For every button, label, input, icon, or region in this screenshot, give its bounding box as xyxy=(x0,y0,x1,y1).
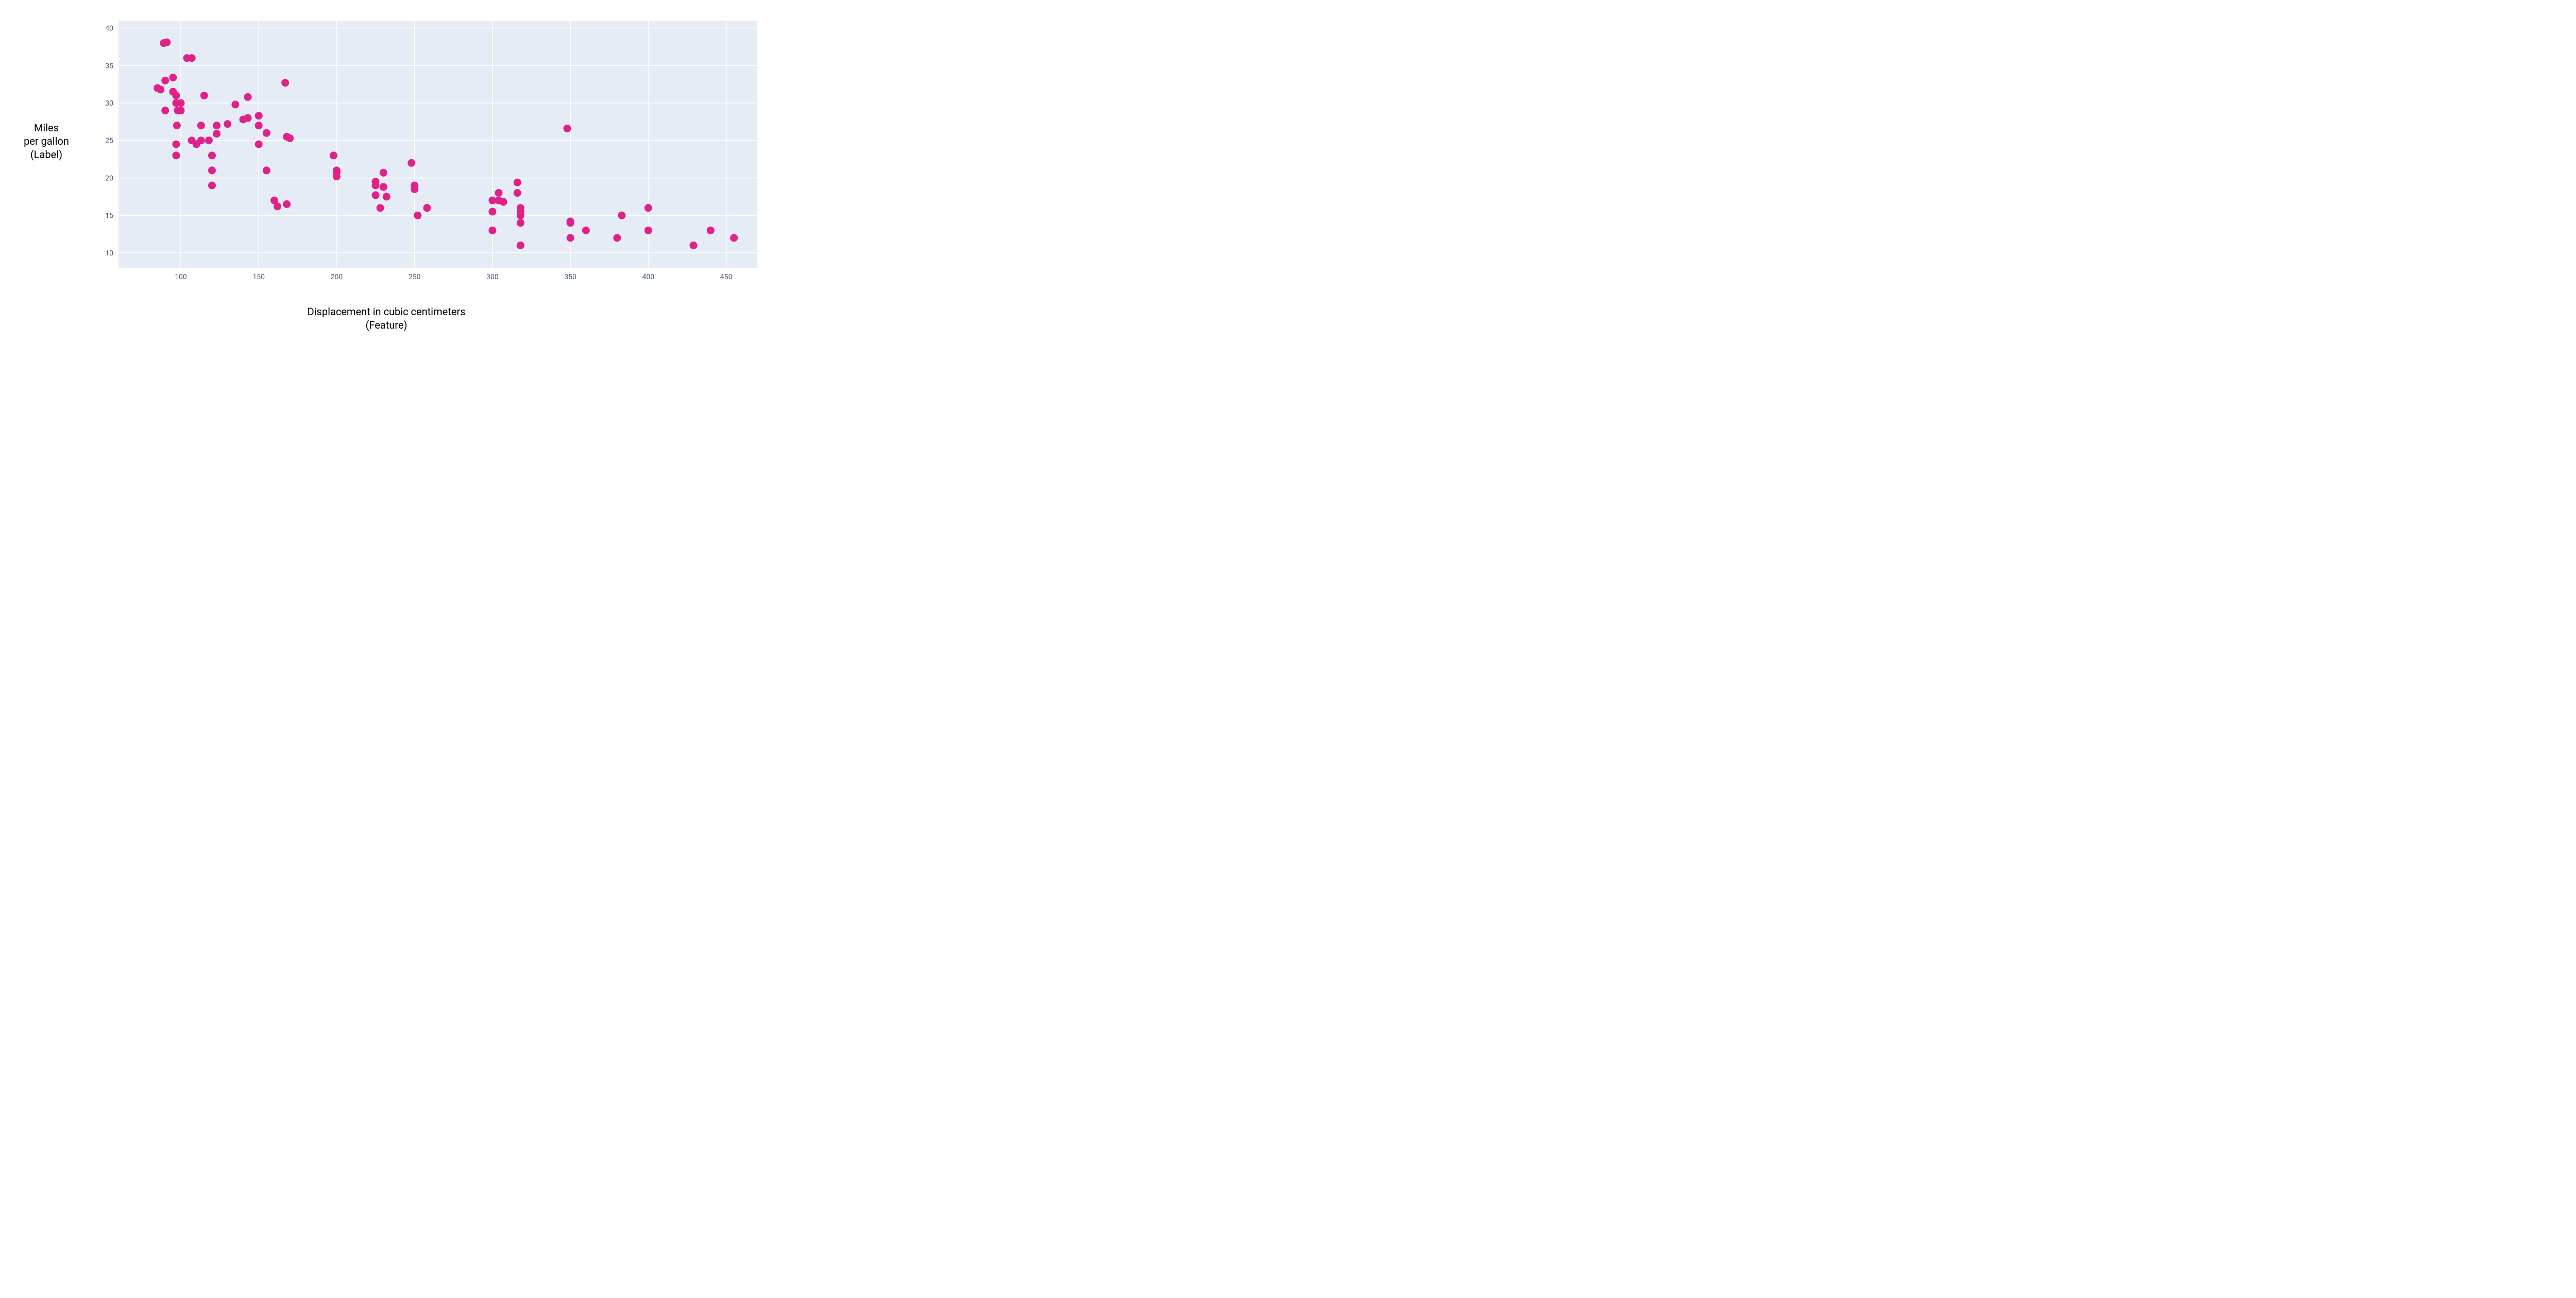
data-point xyxy=(172,141,180,148)
x-tick-label: 350 xyxy=(564,273,577,281)
x-tick-label: 400 xyxy=(642,273,654,281)
x-axis-label-line2: (Feature) xyxy=(0,318,773,332)
data-point xyxy=(255,122,263,129)
data-point xyxy=(495,189,502,197)
data-point xyxy=(208,166,216,174)
data-point xyxy=(213,122,221,129)
data-point xyxy=(208,182,216,190)
data-point xyxy=(488,208,496,215)
data-point xyxy=(582,227,590,234)
data-point xyxy=(645,204,652,212)
data-point xyxy=(517,212,524,219)
scatter-plot: 100 150 200 250 300 350 400 450 10 15 20 25 30 35 40 xyxy=(88,10,768,299)
data-point xyxy=(224,120,231,128)
data-point xyxy=(423,204,431,212)
x-tick-label: 250 xyxy=(409,273,421,281)
data-point xyxy=(618,212,625,219)
data-point xyxy=(567,217,574,225)
data-point xyxy=(197,136,205,144)
data-point xyxy=(383,193,391,200)
data-point xyxy=(286,134,294,142)
data-point xyxy=(414,212,421,219)
y-tick-label: 25 xyxy=(105,137,113,145)
data-point xyxy=(564,125,571,132)
data-point xyxy=(163,39,171,46)
data-point xyxy=(177,99,184,107)
x-tick-label: 450 xyxy=(720,273,733,281)
data-point xyxy=(517,204,524,212)
x-tick-label: 100 xyxy=(175,273,187,281)
x-tick-label: 300 xyxy=(486,273,499,281)
y-tick-label: 10 xyxy=(105,249,113,258)
data-point xyxy=(411,185,418,193)
data-point xyxy=(380,169,387,177)
chart-container: Miles per gallon (Label) 100 150 200 250 300… xyxy=(0,0,773,371)
x-tick-label: 200 xyxy=(331,273,343,281)
data-point xyxy=(514,189,521,197)
data-point xyxy=(244,93,252,101)
data-point xyxy=(514,179,521,186)
y-tick-label: 15 xyxy=(105,212,113,220)
data-point xyxy=(188,54,196,62)
data-point xyxy=(380,183,387,191)
x-axis-label: Displacement in cubic centimeters (Featu… xyxy=(0,305,773,332)
data-point xyxy=(707,227,715,234)
data-point xyxy=(172,151,180,159)
y-tick-label: 30 xyxy=(105,99,113,108)
y-axis-label-line2: per gallon xyxy=(10,134,82,148)
data-point xyxy=(161,107,169,114)
y-axis-label-line1: Miles xyxy=(10,121,82,134)
data-point xyxy=(263,129,270,137)
data-point xyxy=(213,130,221,138)
data-point xyxy=(488,227,496,234)
data-point xyxy=(730,234,738,242)
data-point xyxy=(613,234,621,242)
data-point xyxy=(333,168,341,176)
data-point xyxy=(173,122,181,129)
data-point xyxy=(255,112,263,119)
data-point xyxy=(200,92,208,99)
data-point xyxy=(645,227,652,234)
data-point xyxy=(372,182,380,190)
data-point xyxy=(255,141,263,148)
data-point xyxy=(408,159,415,167)
data-point xyxy=(197,122,205,129)
data-point xyxy=(281,79,289,87)
data-point xyxy=(330,151,337,159)
data-point xyxy=(263,166,270,174)
y-axis-label: Miles per gallon (Label) xyxy=(10,121,82,161)
data-point xyxy=(567,234,574,242)
data-point xyxy=(517,242,524,249)
y-tick-label: 40 xyxy=(105,25,113,33)
data-point xyxy=(208,151,216,159)
data-point xyxy=(161,77,169,84)
y-tick-label: 20 xyxy=(105,174,113,182)
data-point xyxy=(157,86,164,93)
data-point xyxy=(169,74,177,81)
data-point xyxy=(517,219,524,227)
data-point xyxy=(244,114,252,122)
y-tick-label: 35 xyxy=(105,62,113,70)
y-axis-label-line3: (Label) xyxy=(10,148,82,161)
data-point xyxy=(205,136,213,144)
data-point xyxy=(283,200,291,208)
data-point xyxy=(231,100,239,108)
data-point xyxy=(690,242,698,249)
data-point xyxy=(500,198,507,206)
data-point xyxy=(177,107,184,114)
data-point xyxy=(372,191,380,199)
data-point xyxy=(274,202,281,210)
plot-area xyxy=(118,21,757,268)
data-point xyxy=(172,92,180,99)
x-tick-label: 150 xyxy=(252,273,265,281)
data-point xyxy=(377,204,384,212)
x-axis-label-line1: Displacement in cubic centimeters xyxy=(0,305,773,318)
